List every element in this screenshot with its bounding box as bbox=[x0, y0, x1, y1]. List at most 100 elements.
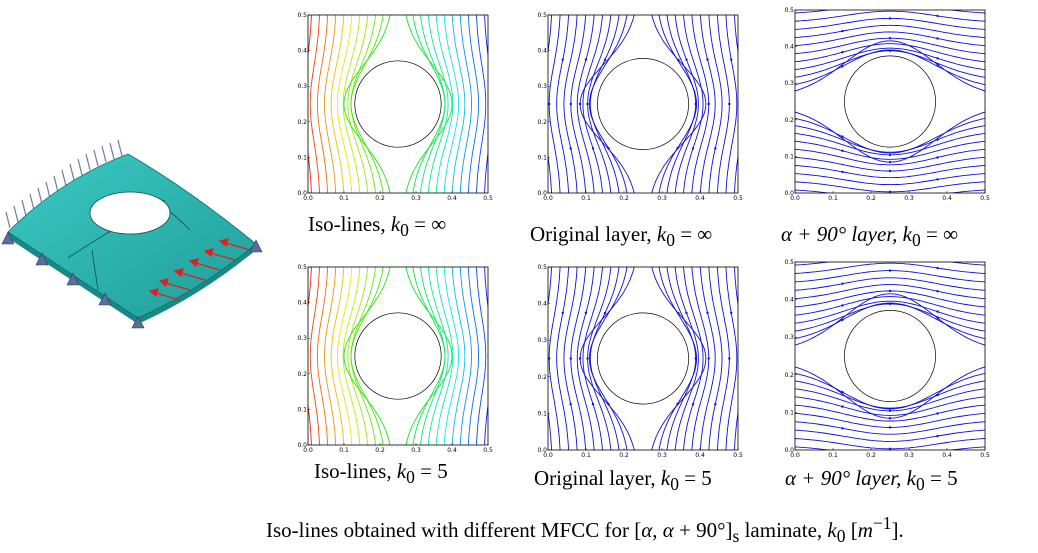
stream-arrow bbox=[936, 178, 939, 181]
stream-arrow bbox=[936, 317, 939, 320]
stream-arrow bbox=[888, 160, 892, 164]
x-tick-label: 0.0 bbox=[303, 195, 313, 202]
x-tick-label: 0.5 bbox=[483, 447, 493, 454]
x-tick-label: 0.3 bbox=[411, 195, 421, 202]
stream-arrow bbox=[591, 147, 595, 150]
x-tick-label: 0.4 bbox=[447, 447, 457, 454]
stream-arrow bbox=[841, 390, 844, 394]
contour-line bbox=[556, 267, 570, 450]
contour-line bbox=[795, 17, 985, 30]
y-tick-label: 0.1 bbox=[297, 406, 307, 413]
contour-line bbox=[683, 267, 704, 450]
contour-line bbox=[548, 267, 552, 450]
stream-arrow bbox=[841, 149, 844, 152]
contour-line bbox=[342, 267, 361, 445]
x-tick-label: 0.5 bbox=[483, 195, 493, 202]
contour-line bbox=[674, 267, 699, 450]
stream-arrow bbox=[888, 169, 892, 173]
panel-orig-5-svg: 0.0 0.1 0.2 0.3 0.4 0.5 0.0 0.1 0.2 0.3 0.4 0.5 bbox=[537, 264, 742, 459]
x-tick-label: 0.2 bbox=[375, 447, 385, 454]
hole bbox=[844, 310, 936, 402]
contour-line bbox=[467, 267, 480, 445]
contour-line bbox=[556, 15, 570, 193]
contour-line bbox=[795, 293, 985, 346]
contour-line bbox=[347, 267, 369, 445]
contour-line bbox=[484, 267, 488, 445]
contour-line bbox=[795, 438, 985, 450]
contour-line bbox=[795, 24, 985, 38]
contour-line bbox=[427, 267, 449, 445]
contour-line bbox=[795, 429, 985, 442]
contour-line bbox=[795, 148, 985, 166]
stream-arrow bbox=[569, 147, 572, 150]
y-tick-label: 0.0 bbox=[297, 190, 307, 197]
contour-line bbox=[548, 15, 561, 193]
y-tick-label: 0.4 bbox=[784, 44, 794, 51]
contour-line bbox=[484, 15, 488, 193]
contour-line bbox=[443, 15, 460, 193]
contour-line bbox=[336, 267, 353, 445]
plate-svg bbox=[1, 139, 263, 329]
x-tick-label: 0.4 bbox=[942, 452, 952, 459]
stream-arrow bbox=[728, 102, 731, 106]
stream-arrow bbox=[888, 153, 892, 157]
contour-line bbox=[708, 15, 723, 193]
contour-line bbox=[548, 15, 552, 193]
x-tick-label: 0.5 bbox=[980, 452, 990, 459]
y-tick-label: 0.0 bbox=[784, 447, 794, 454]
contour-line bbox=[316, 15, 329, 193]
stream-arrow bbox=[569, 102, 572, 106]
x-tick-label: 0.2 bbox=[866, 452, 876, 459]
contour-line bbox=[435, 15, 454, 193]
stream-arrow bbox=[706, 311, 709, 315]
contour-line bbox=[343, 15, 391, 193]
stream-arrow bbox=[569, 403, 572, 406]
plate-illustration bbox=[0, 139, 270, 335]
x-tick-label: 0.2 bbox=[375, 195, 385, 202]
caption-orig-5: Original layer, k0 = 5 bbox=[534, 466, 712, 495]
contour-line bbox=[795, 47, 985, 71]
contour-line bbox=[420, 15, 446, 193]
y-tick-label: 0.0 bbox=[537, 190, 547, 197]
stream-arrow bbox=[841, 405, 844, 408]
contour-line bbox=[588, 267, 628, 450]
stream-arrow bbox=[685, 311, 688, 315]
contour-line bbox=[699, 267, 716, 450]
contour-line bbox=[309, 267, 320, 445]
panel-perp-5-svg: 0.0 0.1 0.2 0.3 0.4 0.5 0.0 0.1 0.2 0.3 0.4 0.5 bbox=[784, 259, 990, 459]
y-tick-label: 0.2 bbox=[537, 374, 547, 381]
x-tick-label: 0.3 bbox=[904, 452, 914, 459]
stream-arrow bbox=[888, 409, 892, 412]
panel-orig-inf: 0.0 0.1 0.2 0.3 0.4 0.5 0.0 0.1 0.2 0.3 0.4 0.5 bbox=[537, 10, 743, 205]
contour-line bbox=[795, 31, 985, 47]
panel-iso-inf-svg: 0.0 0.1 0.2 0.3 0.4 0.5 0.0 0.1 0.2 0.3 0.4 0.5 bbox=[297, 12, 493, 202]
stream-arrow bbox=[888, 289, 892, 293]
contour-line bbox=[795, 40, 985, 92]
stream-arrow bbox=[548, 102, 551, 106]
axes-frame bbox=[547, 14, 739, 194]
contour-line bbox=[716, 267, 730, 450]
stream-arrow bbox=[841, 282, 844, 285]
contour-line bbox=[795, 277, 985, 291]
contour-line bbox=[795, 380, 985, 409]
y-tick-label: 0.5 bbox=[297, 264, 307, 271]
contour-line bbox=[795, 404, 985, 422]
contour-line bbox=[589, 267, 620, 450]
y-tick-label: 0.0 bbox=[297, 442, 307, 449]
stream-arrow bbox=[888, 17, 892, 20]
y-tick-label: 0.4 bbox=[537, 48, 547, 55]
contour-line bbox=[734, 267, 738, 450]
stream-arrow bbox=[584, 58, 588, 61]
panel-perp-5: 0.0 0.1 0.2 0.3 0.4 0.5 0.0 0.1 0.2 0.3 0.4 0.5 bbox=[784, 257, 990, 462]
y-tick-label: 0.5 bbox=[297, 12, 307, 19]
axes-frame bbox=[794, 9, 986, 194]
stream-arrow bbox=[841, 51, 844, 54]
stream-arrow bbox=[841, 451, 843, 453]
y-tick-label: 0.3 bbox=[297, 83, 307, 90]
top-edge-hatch bbox=[5, 139, 123, 229]
contour-line bbox=[708, 267, 723, 450]
stream-arrow bbox=[936, 310, 939, 313]
stream-arrow bbox=[936, 156, 939, 159]
x-tick-label: 0.1 bbox=[339, 195, 349, 202]
